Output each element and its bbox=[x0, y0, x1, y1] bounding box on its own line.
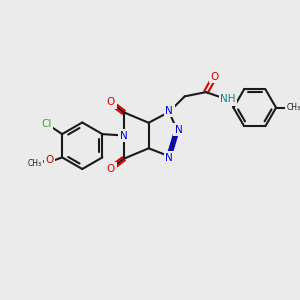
Text: O: O bbox=[107, 97, 115, 107]
Text: O: O bbox=[45, 155, 53, 165]
Text: N: N bbox=[175, 125, 182, 135]
Text: O: O bbox=[107, 164, 115, 174]
Text: NH: NH bbox=[220, 94, 236, 104]
Text: CH₃: CH₃ bbox=[287, 103, 300, 112]
Text: Cl: Cl bbox=[41, 119, 52, 129]
Text: N: N bbox=[165, 153, 173, 163]
Text: O: O bbox=[210, 71, 219, 82]
Text: N: N bbox=[120, 130, 128, 140]
Text: CH₃: CH₃ bbox=[28, 159, 42, 168]
Text: N: N bbox=[165, 106, 173, 116]
